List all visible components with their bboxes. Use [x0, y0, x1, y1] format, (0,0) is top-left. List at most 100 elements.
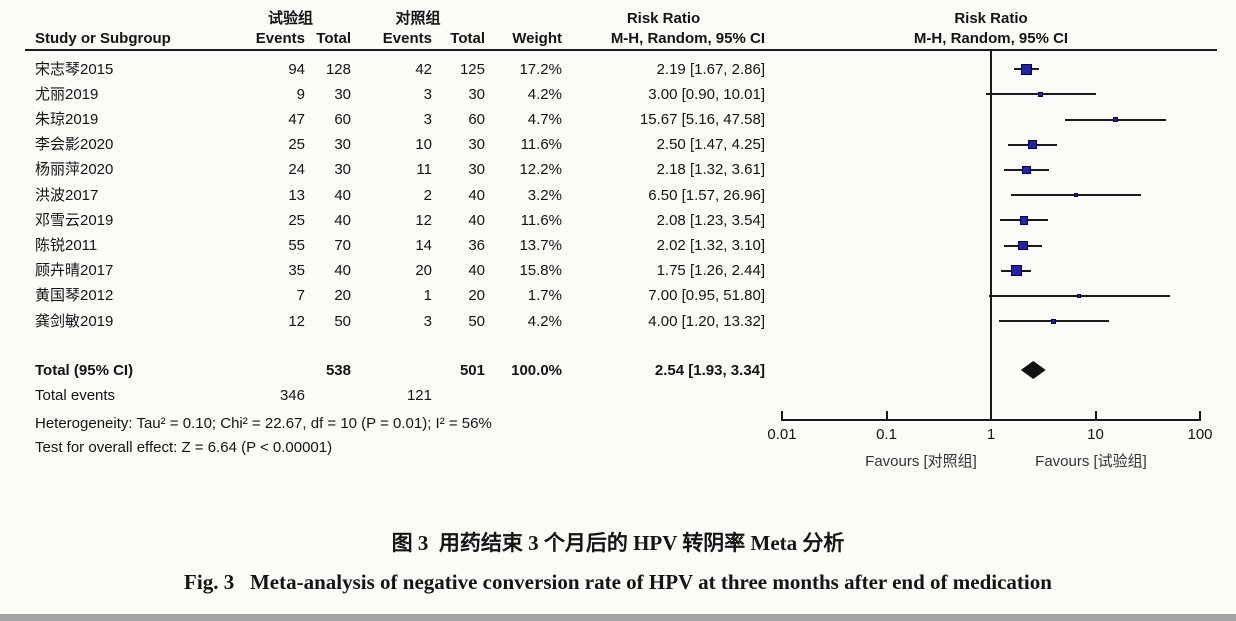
study-row: 尤丽2019 9 30 3 30 4.2% 3.00 [0.90, 10.01]: [0, 82, 782, 107]
study-name: 杨丽萍2020: [35, 161, 114, 179]
page-edge-band: [0, 614, 1236, 621]
study-events2: 11: [416, 161, 432, 179]
x-axis-tick-label: 0.1: [876, 426, 897, 443]
favours-left-label: Favours [对照组]: [865, 453, 977, 470]
study-events2: 1: [423, 287, 432, 305]
favours-right-label: Favours [试验组]: [1035, 453, 1147, 470]
study-total1: 40: [334, 211, 351, 229]
effect-marker: [1051, 318, 1057, 324]
study-weight: 17.2%: [519, 60, 562, 78]
study-ci: 2.08 [1.23, 3.54]: [656, 211, 765, 229]
effect-marker: [1113, 116, 1119, 123]
study-events2: 3: [423, 110, 432, 128]
total-total1: 538: [325, 362, 351, 379]
study-row: 顾卉晴2017 35 40 20 40 15.8% 1.75 [1.26, 2.44]: [0, 258, 782, 283]
total-events-label: Total events: [35, 387, 116, 404]
null-effect-line: [990, 51, 992, 420]
study-name: 邓雪云2019: [35, 211, 114, 229]
study-total1: 128: [325, 60, 351, 78]
study-name: 尤丽2019: [35, 85, 99, 103]
col-header-method-plot: M-H, Random, 95% CI: [913, 30, 1069, 47]
study-row: 龚剑敏2019 12 50 3 50 4.2% 4.00 [1.20, 13.32]: [0, 309, 782, 334]
study-events1: 35: [288, 262, 305, 280]
study-total2: 30: [468, 85, 485, 103]
study-ci: 3.00 [0.90, 10.01]: [648, 85, 765, 103]
study-total1: 60: [334, 110, 351, 128]
study-total2: 30: [468, 161, 485, 179]
study-total2: 50: [468, 312, 485, 330]
col-header-events2: Events: [382, 30, 432, 47]
study-ci: 4.00 [1.20, 13.32]: [648, 312, 765, 330]
col-header-weight: Weight: [512, 30, 562, 47]
effect-marker: [1021, 63, 1033, 75]
caption-zh: 图 3 用药结束 3 个月后的 HPV 转阴率 Meta 分析: [0, 527, 1236, 557]
study-name: 黄国琴2012: [35, 287, 114, 305]
group-header-control: 对照组: [395, 10, 441, 27]
study-events2: 3: [423, 85, 432, 103]
x-axis-tick: [781, 411, 783, 421]
x-axis-tick-label: 100: [1187, 426, 1213, 443]
x-axis-tick-label: 1: [986, 426, 996, 443]
study-events2: 3: [423, 312, 432, 330]
total-label: Total (95% CI): [35, 362, 134, 379]
study-weight: 12.2%: [519, 161, 562, 179]
col-header-total2: Total: [450, 30, 485, 47]
study-weight: 3.2%: [527, 186, 562, 204]
study-ci: 2.02 [1.32, 3.10]: [656, 236, 765, 254]
study-total1: 40: [334, 262, 351, 280]
study-events2: 2: [423, 186, 432, 204]
study-weight: 1.7%: [527, 287, 562, 305]
study-ci: 6.50 [1.57, 26.96]: [648, 186, 765, 204]
effect-marker: [1011, 265, 1022, 276]
study-row: 洪波2017 13 40 2 40 3.2% 6.50 [1.57, 26.96]: [0, 183, 782, 208]
study-weight: 4.2%: [527, 312, 562, 330]
study-ci: 15.67 [5.16, 47.58]: [639, 110, 765, 128]
effect-marker: [1077, 294, 1082, 298]
study-weight: 11.6%: [520, 211, 562, 229]
study-name: 陈锐2011: [35, 236, 98, 254]
x-axis-tick-label: 10: [1087, 426, 1104, 443]
study-events2: 14: [415, 236, 432, 254]
study-total2: 36: [468, 236, 485, 254]
study-events2: 20: [415, 262, 432, 280]
study-ci: 2.18 [1.32, 3.61]: [656, 161, 765, 179]
study-weight: 15.8%: [519, 262, 562, 280]
study-total2: 30: [468, 136, 485, 154]
study-events1: 55: [288, 236, 305, 254]
risk-ratio-plot-header: Risk Ratio: [954, 10, 1028, 27]
x-axis-tick: [1094, 411, 1097, 421]
caption-en-label: Fig. 3: [184, 570, 235, 594]
study-row: 黄国琴2012 7 20 1 20 1.7% 7.00 [0.95, 51.80]: [0, 283, 782, 308]
study-events1: 24: [288, 161, 305, 179]
study-name: 洪波2017: [35, 186, 99, 204]
study-total2: 20: [468, 287, 485, 305]
total-total2: 501: [459, 362, 485, 379]
study-total1: 30: [334, 85, 351, 103]
study-total2: 60: [468, 110, 485, 128]
study-row: 邓雪云2019 25 40 12 40 11.6% 2.08 [1.23, 3.54]: [0, 208, 782, 233]
caption-en: Fig. 3 Meta-analysis of negative convers…: [0, 570, 1236, 595]
study-ci: 2.19 [1.67, 2.86]: [656, 60, 765, 78]
caption-en-text: Meta-analysis of negative conversion rat…: [249, 570, 1052, 594]
caption-zh-text: 用药结束 3 个月后的 HPV 转阴率 Meta 分析: [438, 531, 845, 555]
effect-marker: [1018, 240, 1028, 251]
study-events2: 42: [415, 60, 432, 78]
caption-zh-label: 图 3: [391, 531, 429, 555]
study-ci: 7.00 [0.95, 51.80]: [648, 287, 765, 305]
x-axis-tick: [1199, 411, 1201, 421]
study-events2: 10: [415, 136, 432, 154]
study-row: 李会影2020 25 30 10 30 11.6% 2.50 [1.47, 4.25]: [0, 132, 782, 157]
study-events1: 25: [288, 136, 305, 154]
study-total2: 40: [468, 186, 485, 204]
study-row: 宋志琴2015 94 128 42 125 17.2% 2.19 [1.67, 2.86]: [0, 57, 782, 82]
effect-marker: [1028, 140, 1037, 149]
study-weight: 13.7%: [519, 236, 562, 254]
effect-marker: [1022, 165, 1031, 175]
study-events1: 13: [288, 186, 305, 204]
study-ci: 2.50 [1.47, 4.25]: [656, 136, 765, 154]
study-total1: 70: [334, 236, 351, 254]
study-events1: 12: [288, 312, 305, 330]
effect-marker: [1020, 216, 1029, 225]
col-header-events1: Events: [255, 30, 305, 47]
